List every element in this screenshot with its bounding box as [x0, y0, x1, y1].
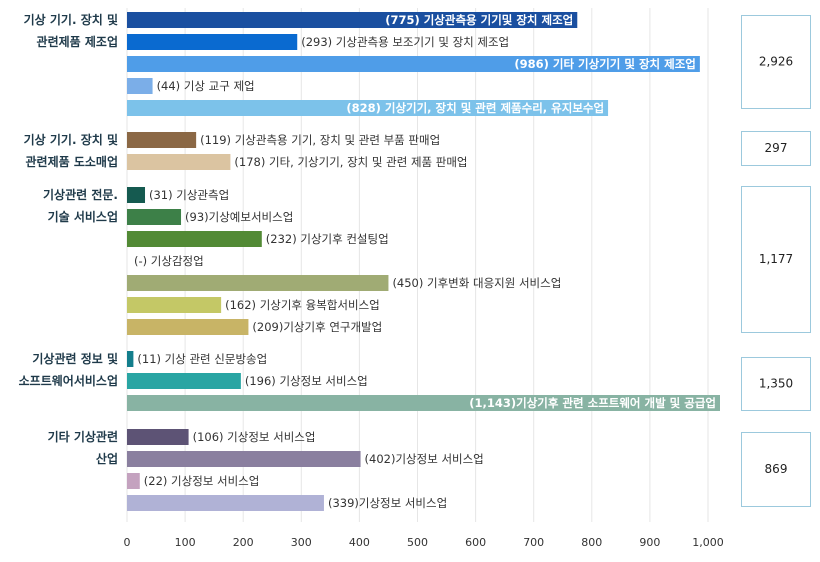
group-total-box	[741, 432, 811, 507]
bar-label: (93)기상예보서비스업	[185, 210, 293, 224]
bar	[127, 231, 262, 247]
group-label: 기상 기기. 장치 및	[24, 12, 118, 27]
bar-label: (162) 기상기후 융복합서비스업	[225, 298, 380, 312]
group-label: 기상 기기. 장치 및	[24, 132, 118, 147]
x-tick-label: 400	[349, 536, 370, 549]
bar	[127, 495, 324, 511]
bar-label: (402)기상정보 서비스업	[365, 452, 484, 466]
bar-label: (44) 기상 교구 제업	[157, 79, 255, 93]
bar-label: (828) 기상기기, 장치 및 관련 제품수리, 유지보수업	[346, 101, 604, 115]
bar-label: (106) 기상정보 서비스업	[193, 430, 316, 444]
bar	[127, 12, 578, 28]
bar-label: (22) 기상정보 서비스업	[144, 474, 260, 488]
bar	[127, 319, 249, 335]
bar	[127, 429, 189, 445]
x-tick-label: 0	[124, 536, 131, 549]
bar-label: (339)기상정보 서비스업	[328, 496, 447, 510]
group-total: 2,926	[759, 55, 793, 69]
group-label: 기상관련 정보 및	[32, 351, 118, 366]
bar-label: (293) 기상관측용 보조기기 및 장치 제조업	[301, 35, 509, 49]
bar	[127, 351, 134, 367]
group-label: 소프트웨어서비스업	[19, 373, 118, 388]
group-total: 869	[765, 462, 788, 476]
bar-label: (178) 기타, 기상기기, 장치 및 관련 제품 판매업	[234, 155, 467, 169]
bar-label: (450) 기후변화 대응지원 서비스업	[392, 276, 561, 290]
x-tick-label: 200	[233, 536, 254, 549]
x-tick-label: 500	[407, 536, 428, 549]
x-tick-label: 1,000	[692, 536, 724, 549]
bar	[127, 275, 389, 291]
bar-label: (-) 기상감정업	[134, 254, 204, 268]
bar	[127, 56, 700, 72]
bar	[127, 395, 720, 411]
group-total: 297	[765, 141, 788, 155]
bar	[127, 373, 241, 389]
group-total: 1,350	[759, 377, 793, 391]
group-label: 산업	[96, 451, 118, 466]
bar-label: (232) 기상기후 컨설팅업	[266, 232, 389, 246]
bar	[127, 132, 197, 148]
bar-label: (775) 기상관측용 기기및 장치 제조업	[385, 13, 573, 27]
group-label: 관련제품 도소매업	[26, 154, 119, 169]
group-label: 기상관련 전문.	[43, 187, 118, 202]
x-tick-label: 700	[523, 536, 544, 549]
bar-label: (986) 기타 기상기기 및 장치 제조업	[514, 57, 696, 71]
bar	[127, 78, 153, 94]
group-total: 1,177	[759, 252, 793, 266]
x-tick-label: 900	[639, 536, 660, 549]
group-total-box	[741, 357, 811, 411]
bar-label: (31) 기상관측업	[149, 188, 229, 202]
group-label: 기타 기상관련	[48, 429, 118, 444]
bar	[127, 209, 182, 225]
bar	[127, 297, 222, 313]
bar-label: (119) 기상관측용 기기, 장치 및 관련 부품 판매업	[200, 133, 440, 147]
bar	[127, 100, 609, 116]
group-total-box	[741, 15, 811, 109]
bar	[127, 154, 231, 170]
bar	[127, 451, 361, 467]
group-label: 관련제품 제조업	[37, 34, 118, 49]
bar	[127, 473, 140, 489]
bar	[127, 34, 298, 50]
x-tick-label: 100	[175, 536, 196, 549]
bar-label: (11) 기상 관련 신문방송업	[137, 352, 267, 366]
bar-label: (209)기상기후 연구개발업	[252, 320, 382, 334]
group-total-box	[741, 186, 811, 333]
x-tick-label: 600	[465, 536, 486, 549]
x-tick-label: 300	[291, 536, 312, 549]
x-tick-label: 800	[581, 536, 602, 549]
bar	[127, 187, 146, 203]
group-total-box	[741, 131, 811, 166]
group-label: 기술 서비스업	[48, 209, 118, 224]
bar-label: (1,143)기상기후 관련 소프트웨어 개발 및 공급업	[469, 396, 716, 410]
bar-label: (196) 기상정보 서비스업	[245, 374, 368, 388]
